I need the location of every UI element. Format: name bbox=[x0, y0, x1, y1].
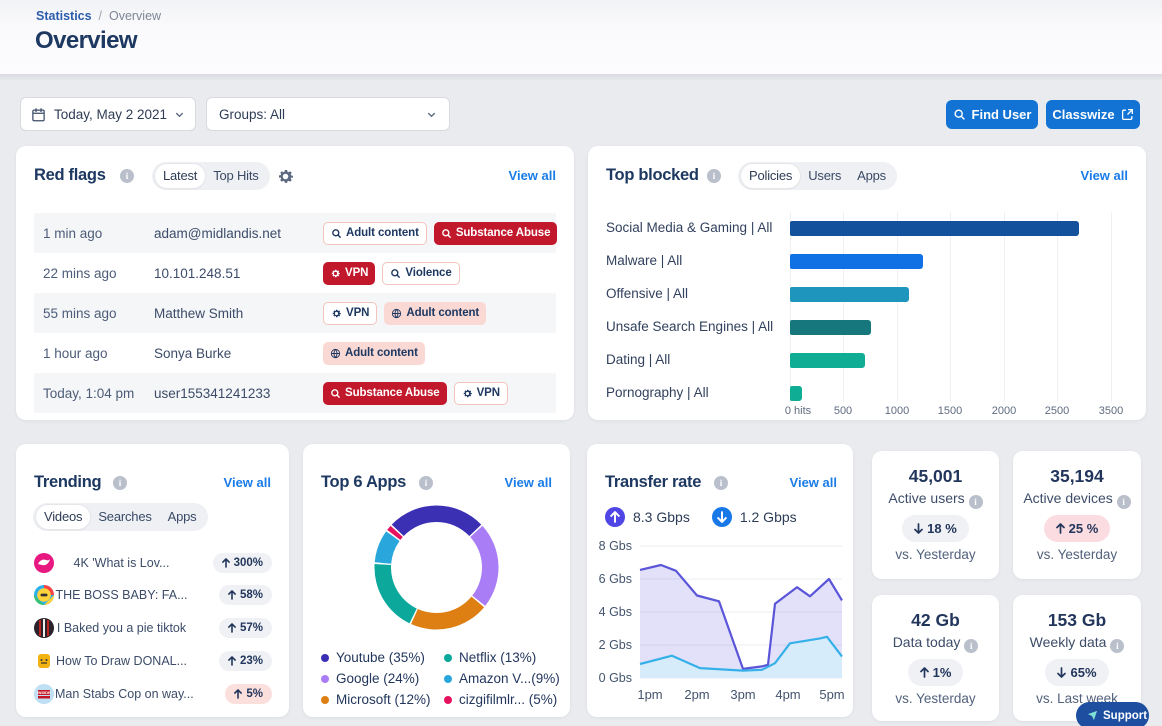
svg-text:INSIDE: INSIDE bbox=[37, 690, 51, 695]
